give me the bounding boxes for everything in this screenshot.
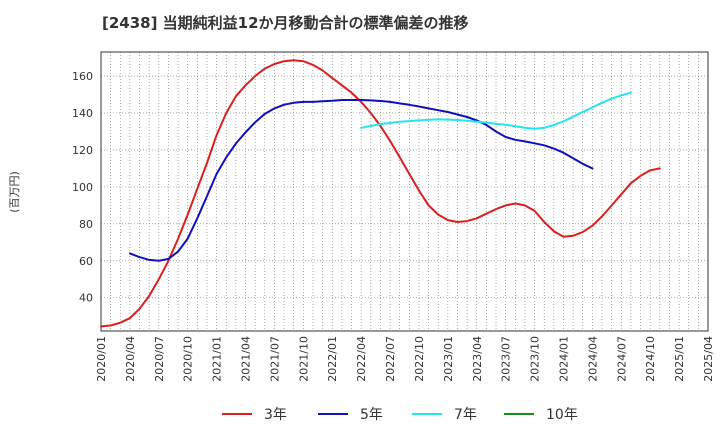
y-tick-label: 40 <box>79 292 93 305</box>
y-tick-label: 80 <box>79 218 93 231</box>
series <box>100 59 661 328</box>
x-tick-label: 2020/01 <box>95 336 108 382</box>
y-tick-label: 140 <box>72 107 93 120</box>
x-tick-label: 2022/04 <box>355 336 368 382</box>
plot-border <box>100 51 709 332</box>
x-tick-label: 2025/04 <box>702 336 715 382</box>
legend: 3年 5年 7年 10年 <box>222 407 578 423</box>
x-tick-label: 2021/07 <box>268 336 281 382</box>
x-axis: 2020/01 2020/04 2020/07 2020/10 2021/01 2021/… <box>95 336 715 382</box>
x-tick-label: 2022/07 <box>384 336 397 382</box>
y-tick-label: 60 <box>79 255 93 268</box>
series-line <box>360 91 632 130</box>
x-tick-label: 2021/01 <box>211 336 224 382</box>
x-tick-label: 2022/10 <box>413 336 426 382</box>
series-line <box>100 59 661 328</box>
x-tick-label: 2020/07 <box>153 336 166 382</box>
x-tick-label: 2021/10 <box>297 336 310 382</box>
x-tick-label: 2022/01 <box>326 336 339 382</box>
series-line <box>128 99 594 262</box>
x-tick-label: 2023/10 <box>529 336 542 382</box>
y-tick-label: 100 <box>72 181 93 194</box>
y-tick-label: 120 <box>72 144 93 157</box>
y-tick-label: 160 <box>72 70 93 83</box>
grid <box>101 52 708 331</box>
legend-label: 5年 <box>360 407 383 423</box>
x-tick-label: 2024/04 <box>586 336 599 382</box>
x-tick-label: 2025/01 <box>673 336 686 382</box>
x-tick-label: 2024/07 <box>615 336 628 382</box>
x-tick-label: 2023/01 <box>442 336 455 382</box>
x-tick-label: 2023/04 <box>471 336 484 382</box>
x-tick-label: 2024/10 <box>644 336 657 382</box>
y-axis-label: (百万円) <box>8 171 21 213</box>
x-tick-label: 2023/07 <box>500 336 513 382</box>
legend-label: 7年 <box>454 407 477 423</box>
x-tick-label: 2024/01 <box>557 336 570 382</box>
x-tick-label: 2020/04 <box>124 336 137 382</box>
legend-label: 3年 <box>264 407 287 423</box>
y-axis: 40 60 80 100 120 140 160 <box>72 70 93 305</box>
x-tick-label: 2021/04 <box>240 336 253 382</box>
x-tick-label: 2020/10 <box>182 336 195 382</box>
chart-title: [2438] 当期純利益12か月移動合計の標準偏差の推移 <box>102 14 469 32</box>
plot-background <box>101 52 708 331</box>
legend-label: 10年 <box>546 407 578 423</box>
